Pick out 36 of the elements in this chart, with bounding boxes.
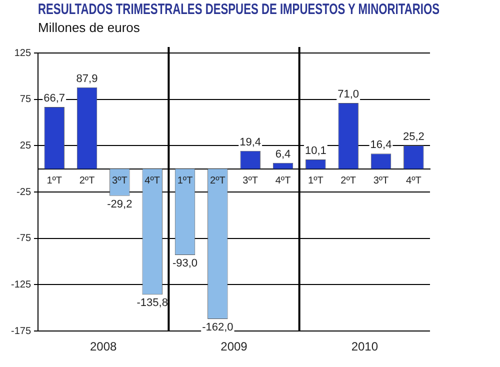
data-label: 16,4 [370,139,392,152]
data-label: -135,8 [136,297,168,310]
x-tick-label: 1ºT [308,176,324,187]
x-tick-label: 1ºT [177,176,193,187]
y-tick-label: -175 [11,326,32,337]
data-label: 19,4 [240,136,262,148]
text: 2009 [220,339,248,354]
y-tick-label: 25 [20,140,32,152]
data-label: 87,9 [76,72,98,85]
data-label: 71,0 [338,88,360,101]
data-label: 6,4 [275,148,291,160]
x-tick-label: 2ºT [210,176,226,187]
x-tick-label: 2ºT [340,176,356,187]
x-tick-label: 3ºT [112,176,128,187]
x-tick-label: 3ºT [242,176,258,187]
y-tick-label: 125 [14,48,32,59]
x-tick-label: 4ºT [275,176,291,187]
x-tick-label: 3ºT [373,176,389,187]
y-tick-label: -125 [11,279,32,290]
text: 2010 [351,339,378,354]
data-label: 25,2 [402,131,424,144]
chart-title: RESULTADOS TRIMESTRALES DESPUES DE IMPUESTOS Y MINORITARIOS [38,1,440,18]
data-label: 10,1 [304,145,326,158]
data-label: -93,0 [172,258,198,270]
data-label: 66,7 [44,92,66,105]
y-tick-label: -25 [16,186,32,198]
chart-subtitle: Millones de euros [38,20,140,35]
x-tick-label: 4ºT [406,176,422,187]
x-tick-label: 4ºT [144,176,160,187]
data-label: -29,2 [107,198,132,210]
y-tick-label: -75 [16,233,32,244]
x-tick-label: 1ºT [46,176,62,187]
x-tick-label: 2ºT [79,176,95,187]
text: 2008 [90,339,118,354]
y-tick-label: 75 [20,94,32,106]
data-label: -162,0 [202,321,234,334]
